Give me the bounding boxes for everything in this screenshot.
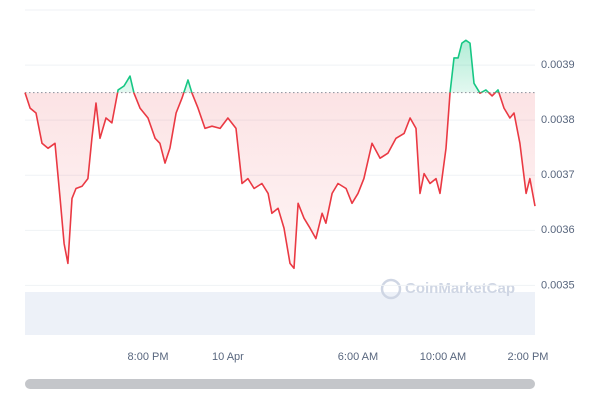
x-tick-label: 10 Apr xyxy=(212,351,244,363)
watermark: CoinMarketCap xyxy=(405,280,515,297)
price-area xyxy=(25,40,535,269)
x-tick-label: 2:00 PM xyxy=(508,351,549,363)
scrollbar[interactable] xyxy=(25,379,535,389)
x-tick-label: 10:00 AM xyxy=(420,351,466,363)
watermark-logo xyxy=(380,278,402,300)
y-tick-label: 0.0035 xyxy=(541,279,575,291)
plot: 0.0035 0.0036 0.0037 0.0038 0.0039 8:00 PM 10 … xyxy=(24,39,575,363)
y-tick-label: 0.0039 xyxy=(541,59,575,71)
y-tick-label: 0.0036 xyxy=(541,224,575,236)
y-tick-label: 0.0037 xyxy=(541,169,575,181)
y-tick-label: 0.0038 xyxy=(541,114,575,126)
volume-area xyxy=(25,292,535,335)
price-line xyxy=(24,39,536,270)
x-tick-label: 8:00 PM xyxy=(128,351,169,363)
x-tick-label: 6:00 AM xyxy=(338,351,378,363)
